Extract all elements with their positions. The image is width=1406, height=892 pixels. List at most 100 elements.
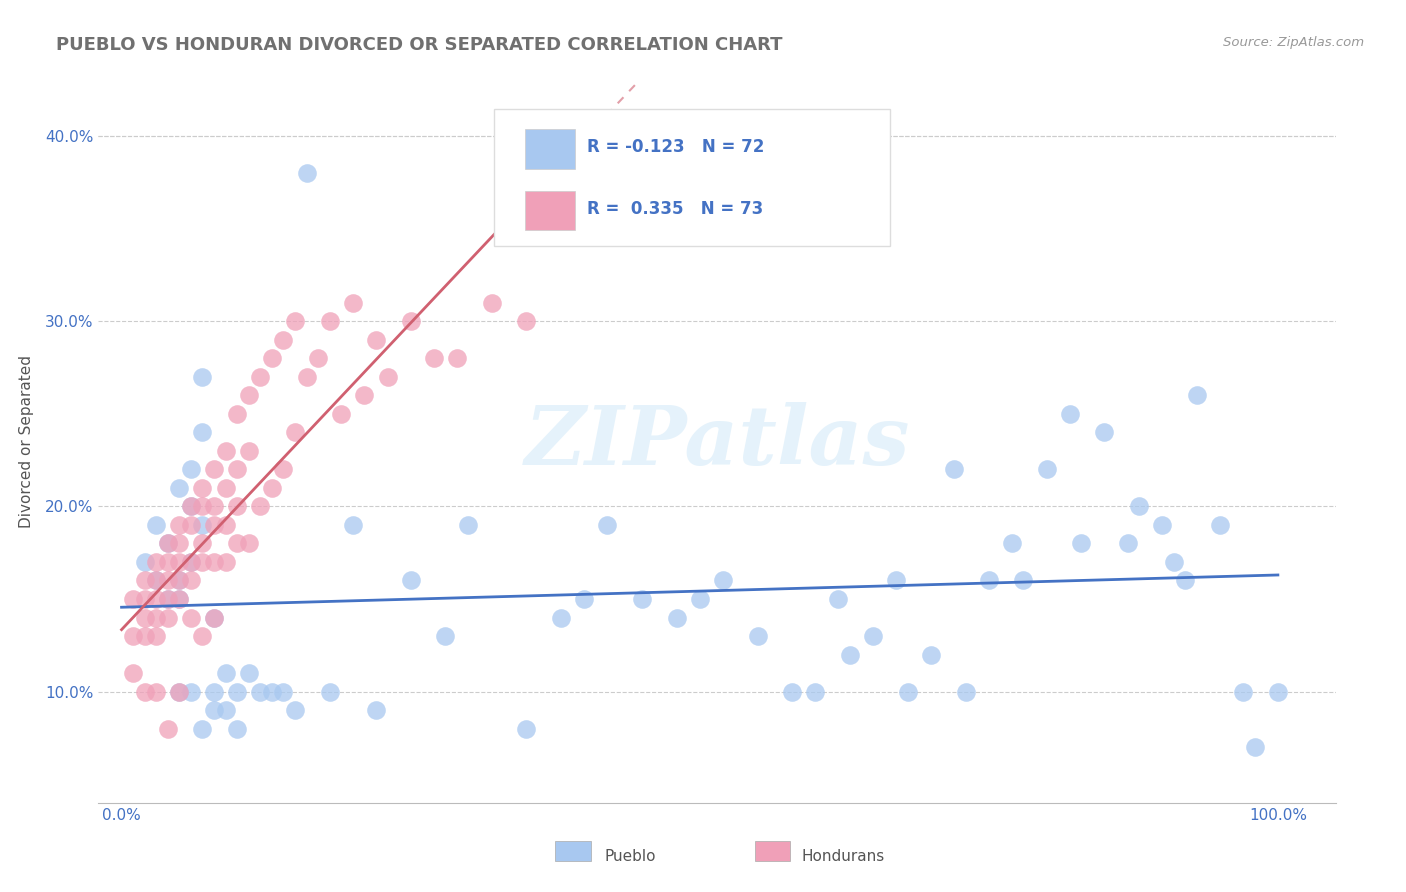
- Point: [284, 425, 307, 440]
- Point: [191, 481, 214, 495]
- Point: [134, 592, 156, 607]
- Point: [1012, 574, 1035, 588]
- Point: [377, 369, 399, 384]
- Point: [273, 462, 295, 476]
- Point: [180, 684, 202, 698]
- Point: [169, 481, 191, 495]
- Point: [260, 481, 283, 495]
- Point: [884, 574, 907, 588]
- Point: [202, 555, 225, 569]
- Point: [202, 610, 225, 624]
- Point: [273, 684, 295, 698]
- Point: [780, 684, 803, 698]
- Point: [202, 462, 225, 476]
- Point: [318, 314, 340, 328]
- Point: [330, 407, 353, 421]
- Point: [169, 555, 191, 569]
- Point: [1001, 536, 1024, 550]
- Point: [156, 555, 179, 569]
- Point: [156, 592, 179, 607]
- Point: [423, 351, 446, 366]
- Point: [804, 684, 827, 698]
- Point: [515, 314, 537, 328]
- Point: [145, 684, 167, 698]
- Point: [122, 592, 145, 607]
- FancyBboxPatch shape: [495, 109, 890, 246]
- Point: [897, 684, 920, 698]
- Point: [238, 388, 260, 402]
- Point: [238, 443, 260, 458]
- Point: [399, 574, 422, 588]
- Text: PUEBLO VS HONDURAN DIVORCED OR SEPARATED CORRELATION CHART: PUEBLO VS HONDURAN DIVORCED OR SEPARATED…: [56, 36, 783, 54]
- Point: [156, 536, 179, 550]
- Point: [156, 536, 179, 550]
- Point: [943, 462, 966, 476]
- Point: [169, 517, 191, 532]
- Point: [191, 517, 214, 532]
- Bar: [755, 841, 790, 861]
- Point: [214, 555, 236, 569]
- Point: [180, 462, 202, 476]
- Point: [156, 722, 179, 736]
- Point: [180, 500, 202, 514]
- Point: [169, 574, 191, 588]
- Bar: [526, 191, 575, 230]
- Point: [238, 536, 260, 550]
- Point: [156, 592, 179, 607]
- Point: [342, 517, 364, 532]
- Text: Hondurans: Hondurans: [801, 849, 884, 863]
- Point: [1209, 517, 1232, 532]
- Point: [1035, 462, 1057, 476]
- Point: [353, 388, 375, 402]
- Point: [238, 666, 260, 681]
- Point: [202, 517, 225, 532]
- Point: [515, 722, 537, 736]
- Point: [827, 592, 849, 607]
- Point: [214, 481, 236, 495]
- Bar: [526, 129, 575, 169]
- Point: [920, 648, 942, 662]
- Point: [446, 351, 468, 366]
- Point: [1059, 407, 1081, 421]
- Text: R =  0.335   N = 73: R = 0.335 N = 73: [588, 200, 763, 218]
- Point: [180, 500, 202, 514]
- Point: [284, 314, 307, 328]
- Point: [249, 500, 271, 514]
- Point: [191, 536, 214, 550]
- Point: [202, 684, 225, 698]
- Point: [711, 574, 734, 588]
- Point: [1232, 684, 1254, 698]
- Point: [134, 610, 156, 624]
- Point: [134, 574, 156, 588]
- Point: [180, 574, 202, 588]
- Point: [747, 629, 769, 643]
- Point: [214, 703, 236, 717]
- Point: [169, 684, 191, 698]
- Point: [226, 500, 249, 514]
- Point: [156, 610, 179, 624]
- Point: [202, 703, 225, 717]
- Point: [1163, 555, 1185, 569]
- Point: [631, 592, 654, 607]
- Point: [145, 574, 167, 588]
- Point: [318, 684, 340, 698]
- Point: [1152, 517, 1174, 532]
- Point: [364, 703, 387, 717]
- Point: [214, 443, 236, 458]
- Point: [457, 517, 479, 532]
- Point: [307, 351, 329, 366]
- Point: [145, 592, 167, 607]
- Point: [145, 574, 167, 588]
- Point: [1243, 740, 1265, 755]
- Point: [169, 574, 191, 588]
- Point: [1185, 388, 1208, 402]
- Point: [180, 555, 202, 569]
- Point: [1267, 684, 1289, 698]
- Point: [572, 592, 595, 607]
- Point: [191, 722, 214, 736]
- Point: [122, 666, 145, 681]
- Point: [145, 555, 167, 569]
- Bar: [555, 841, 591, 861]
- Point: [191, 555, 214, 569]
- Point: [295, 166, 318, 180]
